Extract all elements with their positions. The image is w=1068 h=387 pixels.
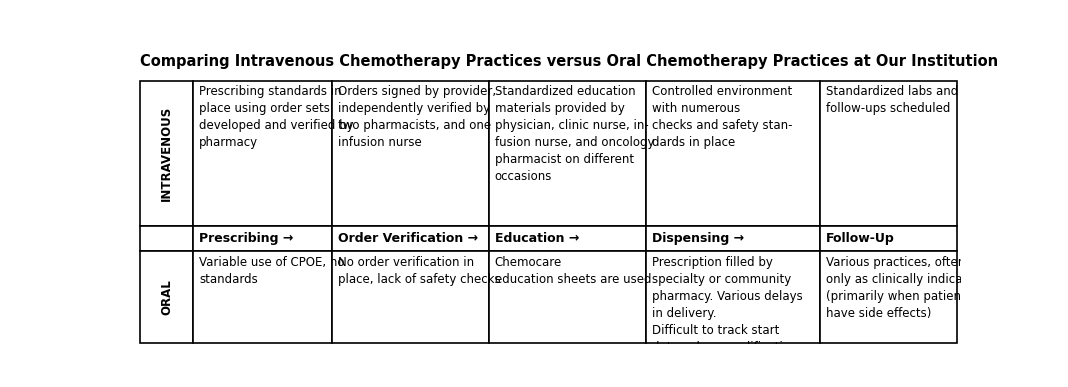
- Bar: [332, 226, 489, 251]
- Bar: [193, 251, 332, 343]
- Bar: [140, 81, 193, 226]
- Bar: [193, 81, 332, 226]
- Bar: [646, 251, 820, 343]
- Bar: [820, 226, 957, 251]
- Text: Prescribing →: Prescribing →: [199, 232, 294, 245]
- Text: ORAL: ORAL: [160, 279, 173, 315]
- Text: Standardized education
materials provided by
physician, clinic nurse, in-
fusion: Standardized education materials provide…: [494, 85, 655, 183]
- Bar: [489, 226, 646, 251]
- Text: Standardized labs and
follow-ups scheduled: Standardized labs and follow-ups schedul…: [826, 85, 958, 115]
- Bar: [140, 251, 193, 343]
- Bar: [193, 226, 332, 251]
- Text: Comparing Intravenous Chemotherapy Practices versus Oral Chemotherapy Practices : Comparing Intravenous Chemotherapy Pract…: [140, 54, 999, 69]
- Bar: [140, 226, 193, 251]
- Bar: [646, 81, 820, 226]
- Text: Chemocare
education sheets are used: Chemocare education sheets are used: [494, 256, 651, 286]
- Bar: [489, 251, 646, 343]
- Bar: [489, 81, 646, 226]
- Text: Prescription filled by
specialty or community
pharmacy. Various delays
in delive: Prescription filled by specialty or comm…: [651, 256, 807, 371]
- Text: Various practices, often
only as clinically indicated
(primarily when patients
h: Various practices, often only as clinica…: [826, 256, 981, 320]
- Text: Orders signed by provider,
independently verified by
two pharmacists, and one
in: Orders signed by provider, independently…: [337, 85, 496, 149]
- Text: Controlled environment
with numerous
checks and safety stan-
dards in place: Controlled environment with numerous che…: [651, 85, 792, 149]
- Bar: [820, 81, 957, 226]
- Bar: [646, 226, 820, 251]
- Text: Follow-Up: Follow-Up: [826, 232, 894, 245]
- Text: Education →: Education →: [494, 232, 579, 245]
- Text: Variable use of CPOE, no
standards: Variable use of CPOE, no standards: [199, 256, 345, 286]
- Bar: [332, 81, 489, 226]
- Text: Prescribing standards in
place using order sets
developed and verified by
pharma: Prescribing standards in place using ord…: [199, 85, 354, 149]
- Text: INTRAVENOUS: INTRAVENOUS: [160, 106, 173, 201]
- Text: No order verification in
place, lack of safety checks: No order verification in place, lack of …: [337, 256, 501, 286]
- Text: Dispensing →: Dispensing →: [651, 232, 743, 245]
- Text: Order Verification →: Order Verification →: [337, 232, 478, 245]
- Bar: [820, 251, 957, 343]
- Bar: [332, 251, 489, 343]
